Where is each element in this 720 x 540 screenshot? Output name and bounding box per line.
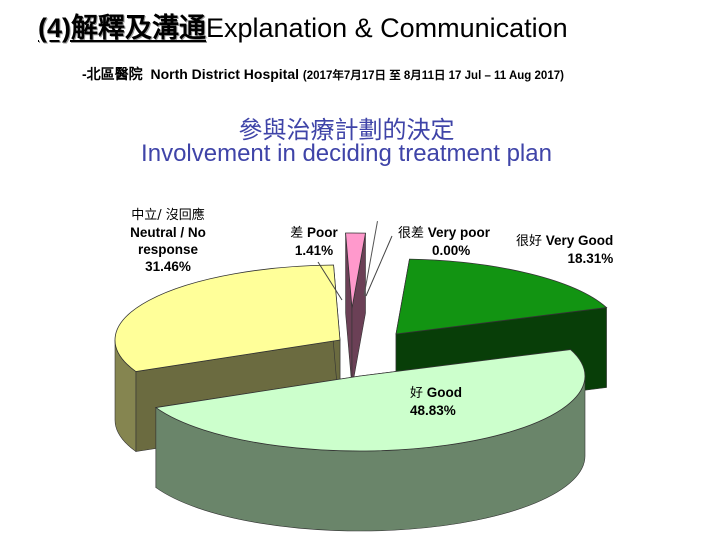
pie-slice-poor [345,232,366,389]
question-english: Involvement in deciding treatment plan [141,140,552,167]
title-chinese: (4)解釋及溝通 [38,13,206,43]
slice-label-cn: 很好 [516,234,543,249]
slice-label-poor: 差 Poor 1.41% [284,224,344,259]
slice-label-en: response [137,242,199,257]
slice-label-en: Neutral / No [130,225,206,240]
subtitle-hospital: North District Hospital [150,66,300,82]
slice-label-cn: 很差 [398,226,425,241]
slice-label-cn: 差 [290,226,304,241]
slice-value: 31.46% [145,259,191,274]
hospital-subtitle: -北區醫院 North District Hospital (2017年7月17… [82,64,564,84]
slide-title: (4)解釋及溝通Explanation & Communication [38,6,568,45]
slice-label-en: Good [426,385,463,400]
slice-label-cn: 好 [410,386,424,401]
slice-value: 48.83% [410,403,456,418]
slice-label-very-good: 很好 Very Good 18.31% [516,232,613,267]
leader-line-poor [317,261,343,301]
slice-label-neutral: 中立/ 沒回應 Neutral / No response 31.46% [118,206,218,275]
slice-label-good: 好 Good 48.83% [410,384,462,419]
slice-label-en: Very poor [427,225,491,240]
subtitle-dates: (2017年7月17日 至 8月11日 17 Jul – 11 Aug 2017… [302,70,564,82]
leader-line-very-poor [365,235,393,297]
slice-value: 0.00% [432,243,471,258]
slice-label-very-poor: 很差 Very poor 0.00% [398,224,490,259]
pie-slice-very-poor [363,221,378,297]
slice-label-cn: 中立/ 沒回應 [131,208,205,223]
subtitle-prefix: -北區醫院 [82,66,143,82]
question-chinese: 參與治療計劃的決定 [238,116,455,144]
slice-label-en: Poor [307,225,338,240]
slice-value: 18.31% [567,251,614,266]
slice-label-en: Very Good [545,233,614,248]
pie-slice-good [154,349,586,532]
slice-value: 1.41% [294,243,334,258]
title-english: Explanation & Communication [206,13,568,43]
